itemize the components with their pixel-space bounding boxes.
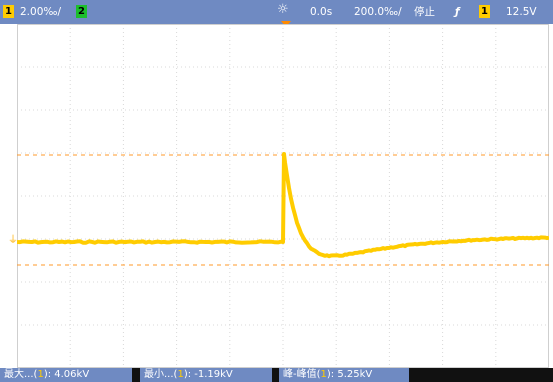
waveform-grid bbox=[17, 24, 549, 368]
channel-1-scale: 2.00‰/ bbox=[20, 6, 62, 18]
max-measurement[interactable]: 最大...(1): 4.06kV bbox=[0, 368, 132, 382]
measurement-bar: 最大...(1): 4.06kV 最小...(1): -1.19kV 峰-峰值(… bbox=[0, 368, 553, 382]
channel-1-indicator[interactable]: 1 bbox=[3, 5, 14, 18]
min-label: 最小...( bbox=[144, 369, 178, 380]
time-scale: 200.0‰/ bbox=[354, 6, 402, 18]
trigger-position-icon: ☼ bbox=[277, 2, 289, 17]
peak-to-peak-measurement[interactable]: 峰-峰值(1): 5.25kV bbox=[279, 368, 409, 382]
max-label: 最大...( bbox=[4, 369, 38, 380]
waveform-canvas bbox=[17, 24, 549, 368]
min-value: ): -1.19kV bbox=[183, 369, 233, 380]
status-bar: 1 2.00‰/ 2 ☼ 0.0s 200.0‰/ 停止 ƒ 1 12.5V bbox=[0, 0, 553, 27]
channel-2-indicator[interactable]: 2 bbox=[76, 5, 87, 18]
min-channel: 1 bbox=[177, 369, 184, 380]
time-offset: 0.0s bbox=[310, 6, 333, 18]
trigger-level: 12.5V bbox=[506, 6, 537, 18]
trigger-channel-indicator[interactable]: 1 bbox=[479, 5, 490, 18]
ground-reference-icon: ⏚ bbox=[8, 235, 18, 246]
grid-border bbox=[17, 24, 549, 368]
trigger-edge-icon: ƒ bbox=[455, 6, 460, 18]
max-value: ): 4.06kV bbox=[43, 369, 90, 380]
pk-pk-label: 峰-峰值( bbox=[283, 369, 321, 380]
pk-pk-channel: 1 bbox=[320, 369, 327, 380]
channel-1-trace bbox=[17, 152, 549, 259]
max-channel: 1 bbox=[37, 369, 44, 380]
pk-pk-value: ): 5.25kV bbox=[326, 369, 373, 380]
run-state: 停止 bbox=[414, 6, 435, 18]
min-measurement[interactable]: 最小...(1): -1.19kV bbox=[140, 368, 272, 382]
